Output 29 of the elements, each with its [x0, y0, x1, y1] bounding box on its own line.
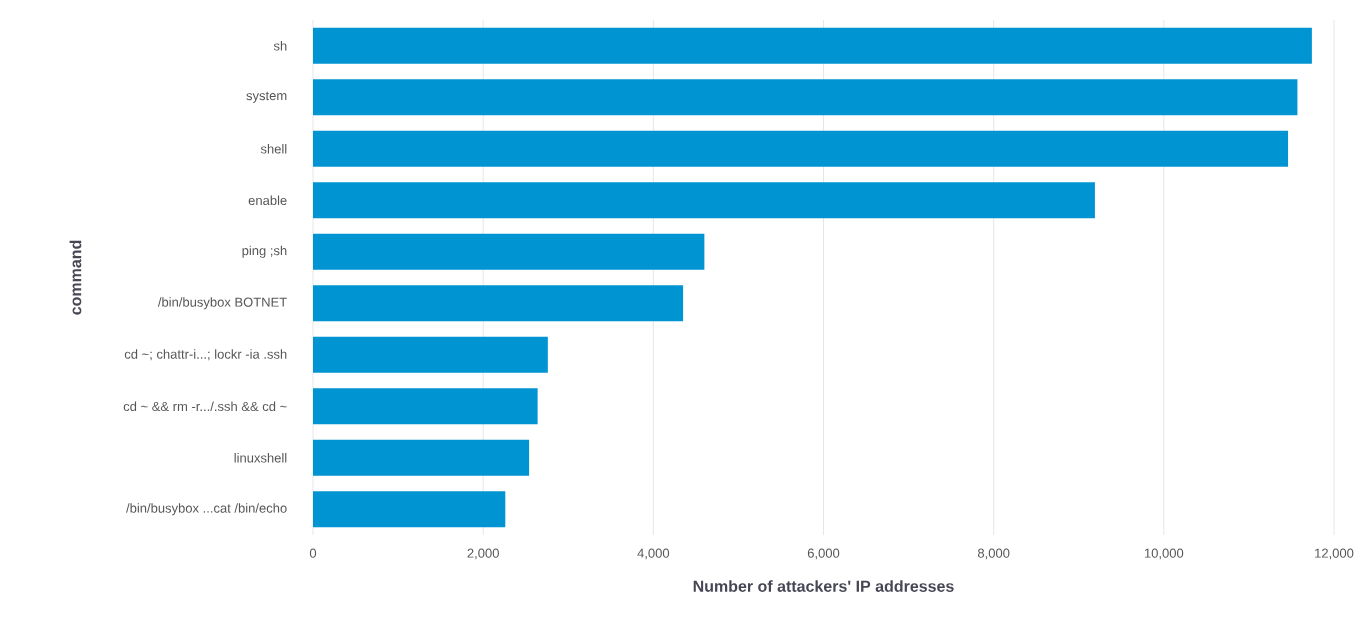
x-tick-label: 8,000	[977, 548, 1010, 560]
y-tick-label: cd ~ && rm -r.../.ssh && cd ~	[123, 401, 287, 412]
x-tick-label: 4,000	[637, 548, 670, 560]
x-tick-label: 2,000	[467, 548, 499, 560]
y-tick-label: enable	[248, 195, 287, 206]
y-tick-label: shell	[260, 143, 287, 154]
bar	[313, 336, 548, 373]
y-tick-label: sh	[273, 40, 287, 51]
bar	[313, 285, 684, 322]
y-tick-label: cd ~; chattr-i...; lockr -ia .ssh	[124, 349, 287, 361]
y-tick-label: system	[246, 91, 287, 103]
bar	[313, 388, 538, 425]
bar	[313, 79, 1298, 116]
bar	[313, 130, 1289, 167]
y-tick-label: /bin/busybox BOTNET	[157, 297, 287, 310]
y-tick-label: linuxshell	[234, 452, 287, 463]
bar	[313, 439, 530, 476]
y-axis-title: command	[69, 240, 82, 315]
x-tick-label: 0	[309, 548, 317, 558]
x-axis-title: Number of attackers' IP addresses	[693, 580, 954, 592]
x-tick-label: 12,000	[1315, 548, 1354, 560]
bar	[313, 182, 1095, 219]
x-tick-label: 6,000	[807, 548, 840, 560]
y-tick-label: /bin/busybox ...cat /bin/echo	[126, 503, 287, 516]
bar	[313, 491, 506, 528]
bar	[313, 233, 705, 270]
bar	[313, 27, 1312, 64]
x-tick-label: 10,000	[1144, 548, 1184, 560]
y-tick-label: ping ;sh	[242, 245, 287, 258]
